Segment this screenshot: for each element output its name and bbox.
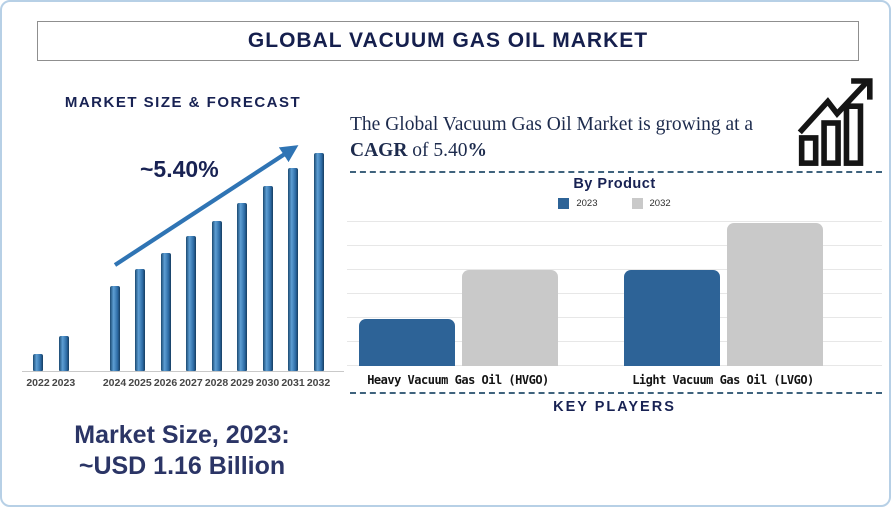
forecast-bar-2025 bbox=[135, 269, 145, 371]
product-category-label: Heavy Vacuum Gas Oil (HVGO) bbox=[367, 373, 549, 387]
forecast-bar-group-2028: 2028 bbox=[205, 221, 228, 389]
forecast-chart: 2022 2023 2024 2025 2026 2027 2028 2029 2030 2031… bbox=[22, 110, 344, 389]
cagr-text-segment: of 5.40 bbox=[407, 139, 468, 161]
market-size-line1: Market Size, 2023: bbox=[74, 421, 290, 449]
forecast-bar-group-2022: 2022 bbox=[26, 354, 50, 389]
forecast-bar-group-2031: 2031 bbox=[281, 168, 305, 389]
legend-item-2023: 2023 bbox=[558, 198, 598, 209]
legend-label: 2032 bbox=[649, 198, 671, 209]
key-players-title: KEY PLAYERS bbox=[553, 399, 676, 415]
forecast-year-label: 2025 bbox=[128, 377, 152, 389]
product-bar-2032-hvgo bbox=[462, 270, 558, 366]
by-product-title: By Product bbox=[573, 176, 656, 192]
forecast-bar-2032 bbox=[313, 153, 324, 371]
product-bar-2032-lvgo bbox=[727, 223, 823, 366]
forecast-year-label: 2028 bbox=[204, 377, 229, 389]
market-size-callout: Market Size, 2023: ~USD 1.16 Billion bbox=[12, 420, 352, 483]
forecast-bar-2024 bbox=[109, 286, 120, 371]
forecast-bar-group-2027: 2027 bbox=[179, 236, 203, 389]
dashed-divider-top bbox=[350, 171, 882, 173]
product-bar-2023-hvgo bbox=[359, 319, 455, 366]
forecast-bar-group-2024: 2024 bbox=[103, 286, 126, 389]
forecast-bar-group-2026: 2026 bbox=[154, 253, 177, 389]
market-size-line2: ~USD 1.16 Billion bbox=[78, 452, 286, 481]
forecast-bar-group-2030: 2030 bbox=[256, 186, 279, 389]
forecast-bar-group-2025: 2025 bbox=[128, 269, 152, 389]
forecast-year-label: 2023 bbox=[51, 377, 76, 389]
forecast-bar-2026 bbox=[160, 253, 171, 371]
forecast-bar-group-2029: 2029 bbox=[230, 203, 254, 389]
forecast-bar-2031 bbox=[288, 168, 298, 371]
forecast-bar-group-2023: 2023 bbox=[52, 336, 75, 389]
forecast-year-label: 2029 bbox=[230, 377, 254, 389]
forecast-year-label: 2031 bbox=[281, 377, 305, 389]
product-chart-legend: 2023 2032 bbox=[347, 198, 882, 209]
forecast-chart-title: MARKET SIZE & FORECAST bbox=[64, 94, 302, 111]
forecast-year-label: 2032 bbox=[306, 377, 331, 389]
forecast-bar-2027 bbox=[186, 236, 196, 371]
forecast-bar-group-2032: 2032 bbox=[307, 153, 330, 389]
bar-chart-growth-icon bbox=[797, 78, 873, 166]
forecast-bar-2029 bbox=[237, 203, 247, 371]
forecast-bar-2023 bbox=[58, 336, 69, 371]
product-category-labels: Heavy Vacuum Gas Oil (HVGO) Light Vacuum … bbox=[347, 373, 882, 389]
forecast-year-label: 2022 bbox=[26, 377, 50, 389]
product-category-label: Light Vacuum Gas Oil (LVGO) bbox=[632, 373, 814, 387]
cagr-text-bold-segment: % bbox=[467, 139, 488, 161]
forecast-year-label: 2026 bbox=[153, 377, 178, 389]
forecast-bar-2030 bbox=[262, 186, 273, 371]
forecast-year-label: 2027 bbox=[179, 377, 203, 389]
page-title: GLOBAL VACUUM GAS OIL MARKET bbox=[247, 29, 649, 52]
product-chart bbox=[347, 221, 882, 366]
legend-swatch-icon bbox=[631, 198, 643, 209]
cagr-annotation: ~5.40% bbox=[140, 156, 219, 182]
dashed-divider-bottom bbox=[350, 392, 882, 394]
forecast-bar-2028 bbox=[211, 221, 222, 371]
product-bar-2023-lvgo bbox=[624, 270, 720, 366]
cagr-text: The Global Vacuum Gas Oil Market is grow… bbox=[350, 112, 795, 165]
legend-swatch-icon bbox=[558, 198, 570, 209]
legend-label: 2023 bbox=[576, 198, 598, 209]
forecast-year-label: 2024 bbox=[102, 377, 127, 389]
forecast-year-label: 2030 bbox=[255, 377, 280, 389]
legend-item-2032: 2032 bbox=[631, 198, 671, 209]
cagr-text-segment: The Global Vacuum Gas Oil Market is grow… bbox=[350, 113, 754, 135]
title-box: GLOBAL VACUUM GAS OIL MARKET bbox=[37, 21, 859, 61]
forecast-bar-2022 bbox=[33, 354, 43, 371]
cagr-text-bold-segment: CAGR bbox=[350, 139, 408, 161]
forecast-bars: 2022 2023 2024 2025 2026 2027 2028 2029 2030 2031… bbox=[22, 110, 344, 389]
